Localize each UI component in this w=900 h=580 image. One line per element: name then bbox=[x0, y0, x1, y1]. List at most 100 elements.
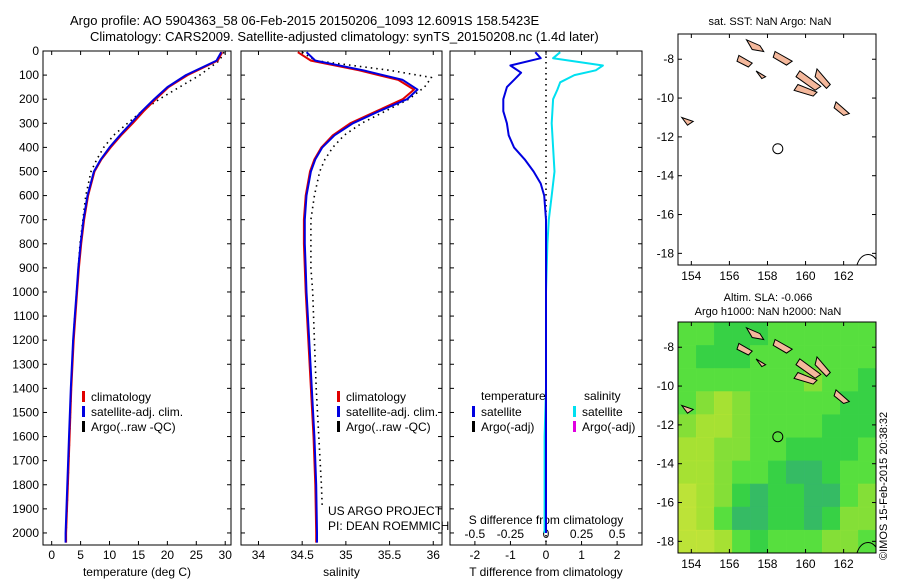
sla-cell bbox=[750, 437, 769, 462]
salinity-xtick-label: 34 bbox=[252, 548, 266, 562]
s-tick-label: 0.25 bbox=[570, 527, 594, 541]
sla-cell bbox=[840, 529, 859, 554]
difference-xtick-label: 2 bbox=[614, 548, 621, 562]
argo-temperature-line bbox=[65, 51, 225, 534]
island bbox=[833, 389, 851, 405]
map-ytick-label: -16 bbox=[657, 496, 675, 510]
map-ytick-label: -12 bbox=[657, 130, 675, 144]
island bbox=[772, 338, 794, 354]
sla-cell bbox=[840, 483, 859, 508]
depth-tick-label: 1300 bbox=[12, 357, 39, 371]
legend-swatch bbox=[472, 421, 475, 432]
legend-swatch bbox=[472, 406, 475, 417]
salinity-xlabel: salinity bbox=[323, 565, 360, 579]
depth-tick-label: 1000 bbox=[12, 285, 39, 299]
sst-map: sat. SST: NaN Argo: NaN 154 156 158 160 162 -8… bbox=[657, 16, 877, 283]
map-xtick-label: 158 bbox=[757, 557, 777, 571]
sla-cell bbox=[696, 391, 715, 415]
legend-entry: satellite-adj. clim. bbox=[91, 405, 183, 419]
depth-tick-label: 300 bbox=[19, 116, 39, 130]
legend-entry: satellite bbox=[582, 405, 623, 419]
pi-annotation: PI: DEAN ROEMMICH bbox=[328, 519, 449, 533]
depth-tick-label: 100 bbox=[19, 68, 39, 82]
difference-xtick-label: 0 bbox=[543, 548, 550, 562]
sla-cell bbox=[750, 460, 769, 485]
sla-cell bbox=[786, 506, 805, 531]
sla-cell bbox=[750, 483, 769, 508]
sla-cell bbox=[786, 391, 805, 415]
map-ytick-label: -16 bbox=[657, 208, 675, 222]
sla-cell bbox=[678, 437, 697, 462]
header-line2: Climatology: CARS2009. Satellite-adjuste… bbox=[90, 29, 599, 44]
island bbox=[755, 358, 767, 368]
sla-cell bbox=[714, 460, 733, 485]
temperature-xtick-label: 25 bbox=[190, 548, 204, 562]
map-xtick-label: 156 bbox=[719, 557, 739, 571]
depth-tick-label: 0 bbox=[32, 44, 39, 58]
depth-tick-label: 800 bbox=[19, 237, 39, 251]
sla-cell bbox=[858, 345, 877, 369]
map-ytick-label: -14 bbox=[657, 457, 675, 471]
sla-cell bbox=[768, 437, 787, 462]
depth-tick-label: 1100 bbox=[13, 309, 39, 323]
depth-tick-label: 1200 bbox=[12, 333, 39, 347]
sla-cell bbox=[714, 345, 733, 369]
sla-cell bbox=[678, 345, 697, 369]
legend-swatch bbox=[337, 421, 340, 432]
map-ytick-label: -10 bbox=[657, 379, 675, 393]
sla-cell bbox=[714, 391, 733, 415]
sla-cell bbox=[858, 529, 877, 554]
sla-cell bbox=[786, 322, 805, 346]
sla-cell bbox=[696, 437, 715, 462]
legend-swatch bbox=[82, 391, 85, 402]
sla-cell bbox=[768, 414, 787, 438]
difference-xtick-label: 1 bbox=[578, 548, 585, 562]
sla-cell bbox=[696, 368, 715, 392]
reef-outline bbox=[856, 254, 877, 266]
sla-cell bbox=[696, 529, 715, 554]
temperature-xlabel: temperature (deg C) bbox=[83, 565, 191, 579]
s-tick-label: 0 bbox=[543, 527, 550, 541]
project-annotation: US ARGO PROJECT bbox=[328, 504, 443, 518]
legend-entry: Argo(..raw -QC) bbox=[91, 420, 176, 434]
sla-cell bbox=[750, 345, 769, 369]
sla-cell bbox=[678, 368, 697, 392]
sla-cell bbox=[858, 506, 877, 531]
sla-cell bbox=[732, 437, 751, 462]
sla-cell bbox=[768, 483, 787, 508]
island bbox=[772, 50, 794, 66]
island bbox=[680, 404, 695, 414]
sla-cell bbox=[840, 414, 859, 438]
depth-tick-label: 200 bbox=[19, 92, 39, 106]
island bbox=[814, 355, 831, 378]
island bbox=[736, 54, 754, 68]
sla-cell bbox=[858, 437, 877, 462]
map-ytick-label: -8 bbox=[663, 340, 674, 354]
legend-entry: climatology bbox=[91, 390, 151, 404]
salinity-xtick-label: 36 bbox=[427, 548, 441, 562]
legend-entry: Argo(-adj) bbox=[582, 420, 635, 434]
reef-outline bbox=[856, 542, 877, 554]
sla-cell bbox=[822, 483, 841, 508]
legend-title-temperature: temperature bbox=[481, 389, 546, 403]
float-position-marker bbox=[772, 431, 784, 443]
sla-cell bbox=[858, 322, 877, 346]
map-ytick-label: -10 bbox=[657, 91, 675, 105]
sla-cell bbox=[804, 322, 823, 346]
map-xtick-label: 154 bbox=[681, 557, 701, 571]
sla-cell bbox=[786, 460, 805, 485]
sla-cell bbox=[750, 529, 769, 554]
depth-tick-label: 2000 bbox=[12, 526, 39, 540]
temperature-xtick-label: 0 bbox=[48, 548, 55, 562]
sla-cell bbox=[714, 414, 733, 438]
sla-cell bbox=[786, 414, 805, 438]
sla-cell bbox=[678, 506, 697, 531]
sla-cell bbox=[750, 414, 769, 438]
sla-cell bbox=[696, 322, 715, 346]
sla-cell bbox=[822, 322, 841, 346]
sla-cell bbox=[804, 483, 823, 508]
sla_map-frame bbox=[677, 321, 877, 554]
salinity-frame bbox=[240, 50, 443, 546]
